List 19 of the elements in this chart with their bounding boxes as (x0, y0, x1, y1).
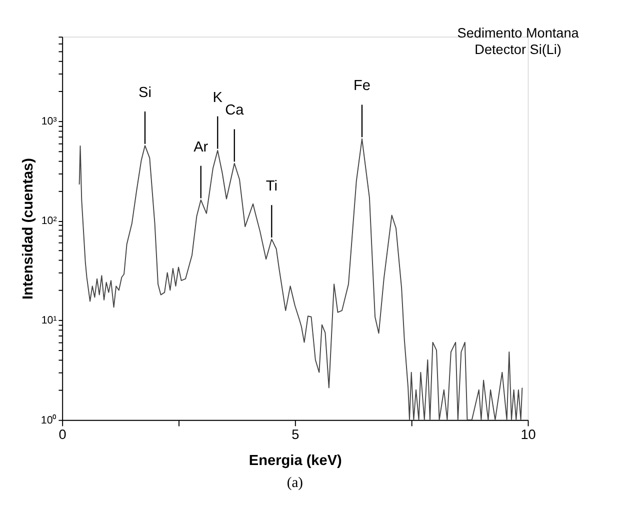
annotation: K (212, 90, 223, 106)
chart-subtitle: Detector Si(Li) (474, 42, 562, 58)
annotation: Ca (225, 102, 245, 119)
x-axis-title: Energia (keV) (248, 453, 342, 469)
annotation: Ar (194, 139, 208, 156)
y-tick-label: 10¹ (41, 314, 58, 327)
y-tick-label: 10³ (41, 115, 58, 128)
annotation: Fe (354, 78, 370, 94)
annotation: Si (138, 84, 152, 101)
x-tick-label: 5 (292, 426, 300, 442)
annotation: Ti (266, 178, 278, 195)
x-tick-label: 10 (520, 426, 536, 442)
line-series (78, 138, 523, 420)
y-tick-label: 10⁰ (40, 413, 57, 426)
chart-title: Sedimento Montana (457, 26, 580, 41)
text: (a) (286, 474, 304, 491)
y-tick-label: 10² (41, 214, 58, 227)
y-axis-title: Intensidad (cuentas) (20, 158, 36, 300)
x-tick-label: 0 (58, 426, 67, 442)
